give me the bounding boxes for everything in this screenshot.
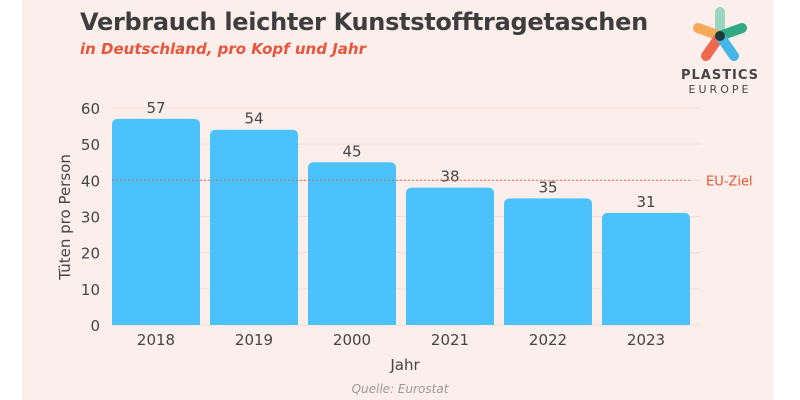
reference-line-label: EU-Ziel xyxy=(706,174,753,189)
data-label: 57 xyxy=(146,99,165,117)
logo-text: PLASTICS xyxy=(680,68,760,83)
x-tick-label: 2022 xyxy=(529,331,567,349)
x-tick-label: 2021 xyxy=(431,331,469,349)
y-tick-label: 10 xyxy=(81,281,100,299)
x-tick-label: 2023 xyxy=(627,331,665,349)
star-logo-icon xyxy=(693,7,747,61)
y-tick-label: 40 xyxy=(81,172,100,190)
logo-text: EUROPE xyxy=(688,83,752,96)
x-axis-label: Jahr xyxy=(389,356,420,374)
chart-subtitle: in Deutschland, pro Kopf und Jahr xyxy=(80,40,366,58)
x-tick-label: 2019 xyxy=(235,331,273,349)
y-tick-label: 20 xyxy=(81,245,100,263)
bar-2022 xyxy=(504,198,592,325)
bar-2000 xyxy=(308,162,396,325)
chart-title: Verbrauch leichter Kunststofftragetasche… xyxy=(80,8,648,36)
bar-2019 xyxy=(210,129,298,325)
x-tick-label: 2000 xyxy=(333,331,371,349)
y-tick-label: 50 xyxy=(81,136,100,154)
data-label: 38 xyxy=(440,168,459,186)
bar-2018 xyxy=(112,118,200,325)
data-label: 31 xyxy=(636,193,655,211)
source-note: Quelle: Eurostat xyxy=(351,382,449,396)
y-tick-label: 60 xyxy=(81,100,100,118)
data-label: 54 xyxy=(244,110,263,128)
x-tick-label: 2018 xyxy=(137,331,175,349)
bar-2023 xyxy=(602,212,690,325)
plastics-europe-logo: PLASTICS EUROPE xyxy=(680,6,760,96)
y-tick-label: 0 xyxy=(90,317,100,335)
y-tick-label: 30 xyxy=(81,209,100,227)
data-label: 35 xyxy=(538,178,557,196)
y-axis-label: Tüten pro Person xyxy=(56,154,74,281)
data-label: 45 xyxy=(342,142,361,160)
bar-2021 xyxy=(406,187,494,325)
